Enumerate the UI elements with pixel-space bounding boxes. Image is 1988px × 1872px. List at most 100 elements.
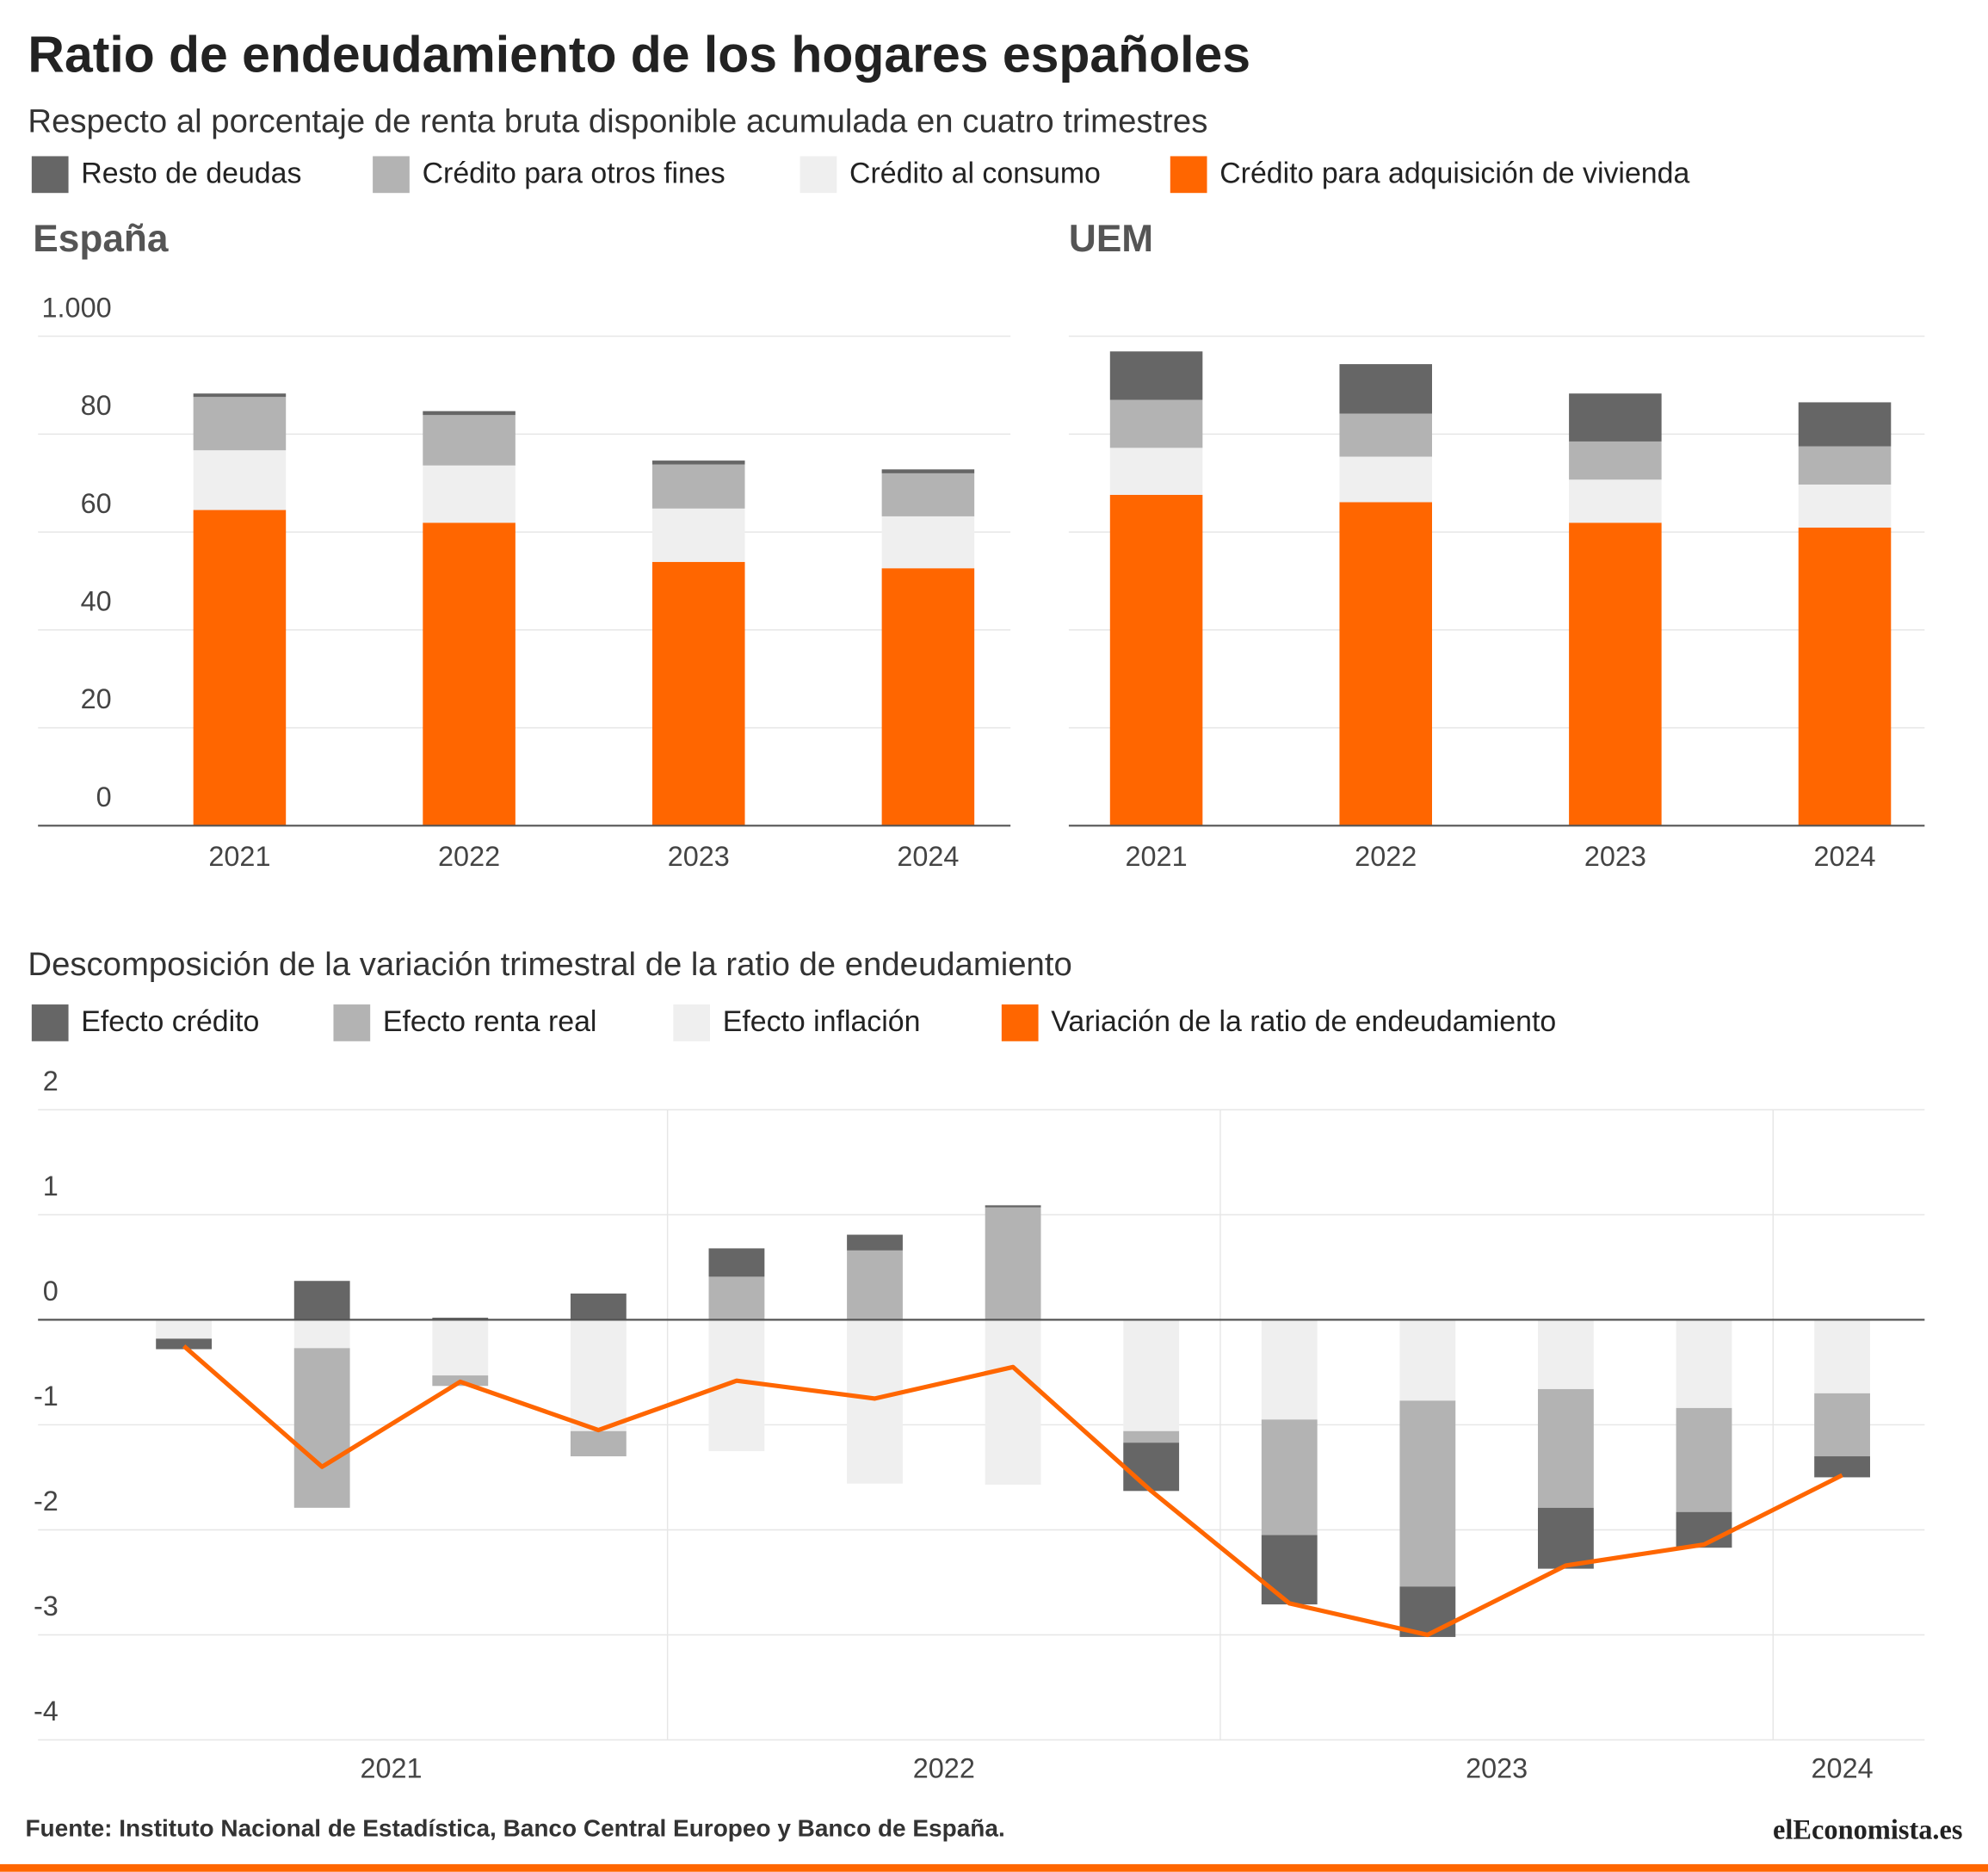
bar-segment [1123, 1430, 1180, 1443]
bar-segment [1798, 402, 1892, 447]
legend-swatch [1001, 1004, 1039, 1041]
y-tick-label: 1.000 [42, 292, 112, 323]
bar-segment [1109, 351, 1203, 400]
bar-segment [651, 561, 745, 826]
bar-segment [1814, 1456, 1870, 1478]
bar-segment [156, 1319, 213, 1339]
panel-title: UEM [1069, 218, 1153, 260]
source: Fuente: Instituto Nacional de Estadístic… [25, 1815, 1004, 1842]
bar-segment [423, 465, 516, 523]
bar-segment [708, 1248, 765, 1277]
bar-segment [423, 415, 516, 466]
y-tick-label: 80 [81, 390, 112, 421]
y-tick-label: 20 [81, 683, 112, 714]
x-tick-label: 2021 [208, 841, 270, 872]
x-tick-label: 2024 [897, 841, 959, 872]
bar-segment [1814, 1393, 1870, 1457]
bar-segment [651, 464, 745, 509]
logo: elEconomista.es [1773, 1815, 1963, 1846]
legend-swatch [31, 156, 69, 194]
bar-segment [881, 473, 975, 516]
x-tick-label: 2024 [1813, 841, 1875, 872]
bar-segment [985, 1319, 1041, 1485]
bar-segment [1109, 448, 1203, 495]
panel-title: España [33, 218, 169, 260]
legend-label: Crédito para otros fines [423, 158, 725, 190]
y-tick-label: -4 [34, 1696, 59, 1727]
bar-segment [881, 469, 975, 473]
bar-segment [156, 1338, 213, 1350]
bar-segment [293, 1348, 350, 1508]
bar-segment [1261, 1419, 1318, 1535]
x-tick-label: 2021 [360, 1752, 422, 1783]
subtitle: Respecto al porcentaje de renta bruta di… [28, 102, 1207, 139]
bar-segment [1261, 1535, 1318, 1605]
bar-segment [1798, 484, 1892, 528]
bar-segment [193, 393, 287, 398]
bar-segment [570, 1430, 627, 1457]
bar-segment [847, 1234, 903, 1251]
bar-segment [1538, 1319, 1594, 1389]
x-tick-label: 2023 [668, 841, 730, 872]
y-tick-label: 2 [43, 1066, 59, 1097]
bar-segment [985, 1207, 1041, 1320]
legend-swatch [673, 1004, 710, 1041]
bar-segment [881, 516, 975, 569]
bar-segment [1109, 494, 1203, 826]
bar-segment [1569, 479, 1662, 523]
chart-title: Descomposición de la variación trimestra… [28, 946, 1071, 983]
bar-segment [1676, 1319, 1732, 1408]
bar-segment [847, 1250, 903, 1320]
x-tick-label: 2021 [1126, 841, 1188, 872]
bar-segment [1538, 1507, 1594, 1569]
x-tick-label: 2024 [1812, 1752, 1874, 1783]
y-tick-label: -1 [34, 1381, 59, 1412]
bar-segment [432, 1319, 489, 1376]
bar-segment [1798, 528, 1892, 826]
bar-segment [570, 1319, 627, 1431]
legend-swatch [333, 1004, 371, 1041]
bar-segment [1538, 1388, 1594, 1508]
y-tick-label: -3 [34, 1591, 59, 1622]
bar-segment [1569, 441, 1662, 480]
bar-segment [1814, 1319, 1870, 1393]
legend-label: Crédito para adquisición de vivienda [1219, 158, 1689, 190]
bar-segment [1339, 413, 1432, 457]
legend-swatch [1170, 156, 1207, 194]
legend-label: Resto de deudas [81, 158, 301, 190]
bar-segment [423, 411, 516, 416]
bar-segment [651, 508, 745, 562]
x-tick-label: 2022 [438, 841, 500, 872]
bar-segment [1339, 456, 1432, 503]
y-tick-label: -2 [34, 1486, 59, 1517]
bar-segment [1399, 1319, 1456, 1401]
x-tick-label: 2023 [1584, 841, 1646, 872]
bar-segment [985, 1205, 1041, 1208]
y-tick-label: 0 [96, 782, 112, 812]
bar-segment [423, 522, 516, 826]
legend-label: Crédito al consumo [849, 158, 1101, 190]
bar-segment [1676, 1511, 1732, 1548]
bar-segment [847, 1319, 903, 1484]
bar-segment [1339, 502, 1432, 826]
bottom-rule [0, 1863, 1988, 1872]
legend-label: Efecto renta real [383, 1005, 597, 1038]
bar-segment [193, 397, 287, 451]
y-tick-label: 40 [81, 585, 112, 616]
bar-segment [1798, 446, 1892, 485]
bar-segment [1569, 393, 1662, 442]
legend-swatch [31, 1004, 69, 1041]
bar-segment [708, 1276, 765, 1320]
legend-label: Efecto inflación [723, 1005, 921, 1038]
bar-segment [1399, 1400, 1456, 1587]
bar-segment [1123, 1319, 1180, 1431]
legend-swatch [800, 156, 837, 194]
y-tick-label: 60 [81, 488, 112, 519]
line [182, 1344, 1843, 1638]
legend-label: Efecto crédito [81, 1005, 259, 1038]
bar-segment [293, 1319, 350, 1349]
x-tick-label: 2022 [1355, 841, 1417, 872]
bar-segment [1261, 1319, 1318, 1420]
bar-segment [881, 568, 975, 826]
